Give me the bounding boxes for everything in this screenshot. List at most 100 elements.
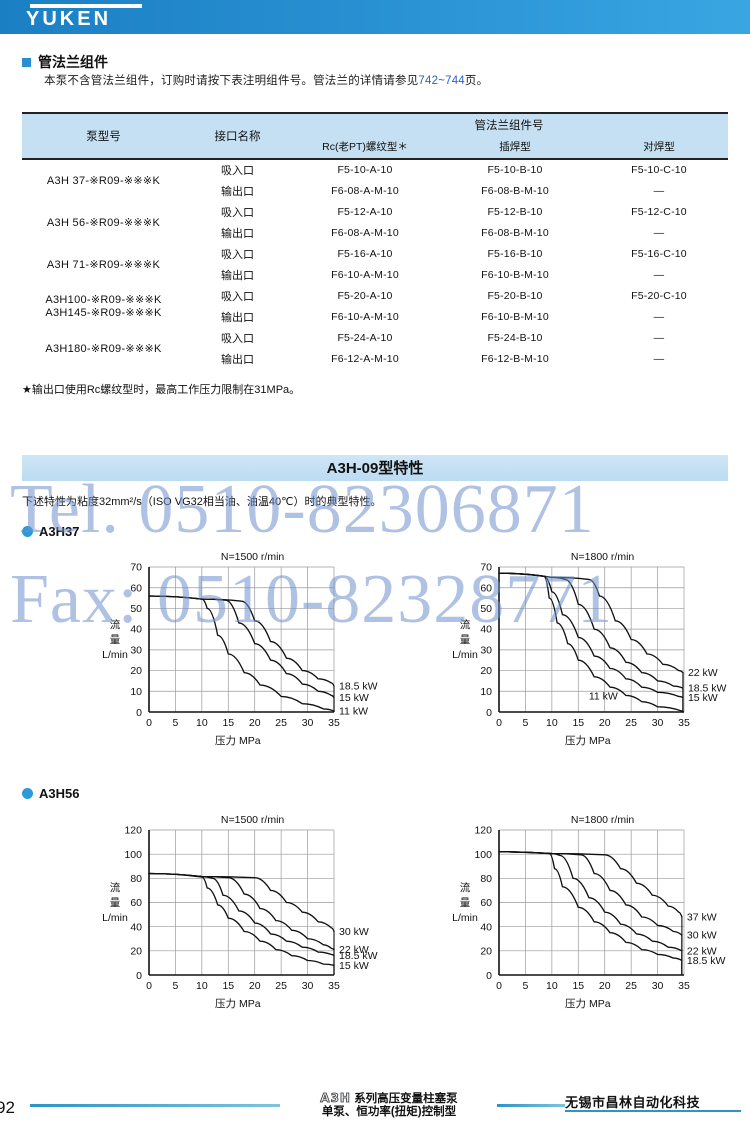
svg-text:25: 25 <box>275 980 287 992</box>
svg-text:0: 0 <box>486 707 492 719</box>
svg-text:22 kW: 22 kW <box>688 667 718 679</box>
cell-value: F6-08-A-M-10 <box>331 226 399 239</box>
cell-port: 输出口 <box>221 269 254 282</box>
svg-text:20: 20 <box>480 945 492 957</box>
header-sub-rc-thread: Rc(老PT)螺纹型＊ <box>290 135 440 159</box>
cell-port: 输出口 <box>221 353 254 366</box>
cell-value: F6-08-B-M-10 <box>481 184 549 197</box>
cell-value: F5-20-A-10 <box>337 289 393 302</box>
cell-port: 吸入口 <box>221 332 254 345</box>
cell-model: A3H180-※R09-※※※K <box>45 342 162 355</box>
svg-text:0: 0 <box>496 980 502 992</box>
svg-text:50: 50 <box>130 603 142 615</box>
cell-value: F5-24-A-10 <box>337 331 393 344</box>
svg-text:35: 35 <box>328 980 340 992</box>
cell-value: — <box>653 310 665 323</box>
svg-text:50: 50 <box>480 603 492 615</box>
svg-text:18.5 kW: 18.5 kW <box>339 950 378 962</box>
svg-text:5: 5 <box>173 717 179 729</box>
svg-text:L/min: L/min <box>452 912 478 924</box>
footer-logo-line2: 单泵、恒功率(扭矩)控制型 <box>321 1106 457 1118</box>
chart-svg: 0 5 10 15 20 25 30 35 0 20 40 60 80 100 120 N=1500 r/mi… <box>102 814 378 1010</box>
cell-value: F6-10-A-M-10 <box>331 268 399 281</box>
cell-value: F6-10-B-M-10 <box>481 268 549 281</box>
svg-text:25: 25 <box>275 717 287 729</box>
header-port: 接口名称 <box>185 112 290 159</box>
section-subtitle: 本泵不含管法兰组件，订购时请按下表注明组件号。管法兰的详情请参见742~744页… <box>44 72 488 88</box>
cell-value: F5-10-A-10 <box>290 158 440 180</box>
svg-text:22 kW: 22 kW <box>339 944 369 956</box>
svg-text:40: 40 <box>130 624 142 636</box>
svg-text:60: 60 <box>130 582 142 594</box>
svg-text:10: 10 <box>196 980 208 992</box>
svg-text:60: 60 <box>480 897 492 909</box>
cell-port: 吸入口 <box>221 290 254 303</box>
section-heading: 管法兰组件 <box>22 52 108 72</box>
svg-text:5: 5 <box>173 980 179 992</box>
svg-text:25: 25 <box>625 980 637 992</box>
cell-value: F5-10-C-10 <box>590 158 728 180</box>
brand-logo-text: YUKEN <box>26 8 112 30</box>
cell-value: — <box>653 226 665 239</box>
cell-value: F6-12-A-M-10 <box>331 352 399 365</box>
svg-text:37 kW: 37 kW <box>687 912 717 924</box>
svg-text:流: 流 <box>460 618 471 631</box>
svg-text:35: 35 <box>678 980 690 992</box>
chart-a3h56-1500: 0 5 10 15 20 25 30 35 0 20 40 60 80 100 120 N=1500 r/mi… <box>85 808 426 1019</box>
svg-text:量: 量 <box>110 897 121 909</box>
cell-model-second: A3H145-※R09-※※※K <box>45 307 162 319</box>
svg-text:40: 40 <box>480 921 492 933</box>
svg-text:20: 20 <box>599 717 611 729</box>
svg-text:20: 20 <box>599 980 611 992</box>
svg-text:18.5 kW: 18.5 kW <box>688 683 727 695</box>
section-subtitle-after: 页。 <box>464 75 489 87</box>
cell-value: F6-10-A-M-10 <box>331 310 399 323</box>
cell-model: A3H100-※R09-※※※K <box>45 294 162 306</box>
characteristics-band: A3H-09型特性 <box>22 455 728 483</box>
svg-text:压力 MPa: 压力 MPa <box>565 734 611 747</box>
header-group: 管法兰组件号 <box>290 112 728 135</box>
characteristics-note: 下述特性为粘度32mm²/s（ISO VG32相当油、油温40℃）时的典型特性。 <box>22 496 382 508</box>
cell-port: 输出口 <box>221 311 254 324</box>
table-row: A3H 56-※R09-※※※K 吸入口 F5-12-A-10 F5-12-B-… <box>22 201 728 229</box>
page-number: 92 <box>0 1098 15 1117</box>
svg-text:80: 80 <box>130 873 142 885</box>
svg-text:15: 15 <box>572 980 584 992</box>
svg-text:120: 120 <box>124 825 142 837</box>
cell-value: — <box>653 268 665 281</box>
svg-text:70: 70 <box>130 562 142 574</box>
chart-svg: 0 5 10 15 20 25 30 35 0 10 20 30 40 50 60 70 N=1800 r/mi… <box>452 551 727 747</box>
svg-text:0: 0 <box>136 707 142 719</box>
chart-a3h37-1500: 0 5 10 15 20 25 30 35 0 10 20 30 40 50 60 70 N=1500 r/mi… <box>85 545 426 756</box>
cell-value: F6-12-B-M-10 <box>481 352 549 365</box>
svg-text:40: 40 <box>130 921 142 933</box>
svg-text:30: 30 <box>652 717 664 729</box>
svg-text:30 kW: 30 kW <box>339 926 369 938</box>
svg-text:30 kW: 30 kW <box>687 930 717 942</box>
table-row: A3H 71-※R09-※※※K 吸入口 F5-16-A-10 F5-16-B-… <box>22 243 728 271</box>
svg-text:15: 15 <box>572 717 584 729</box>
footer-company-name: 无锡市昌林自动化科技 <box>565 1095 701 1110</box>
svg-text:20: 20 <box>249 980 261 992</box>
svg-text:5: 5 <box>523 717 529 729</box>
svg-text:30: 30 <box>652 980 664 992</box>
svg-text:0: 0 <box>496 717 502 729</box>
table-row: 输出口 F6-08-A-M-10 F6-08-B-M-10 — <box>22 180 728 201</box>
svg-text:25: 25 <box>625 717 637 729</box>
svg-text:80: 80 <box>480 873 492 885</box>
svg-text:60: 60 <box>480 582 492 594</box>
table-row: 输出口 F6-10-A-M-10 F6-10-B-M-10 — <box>22 264 728 285</box>
svg-text:11 kW: 11 kW <box>589 691 618 703</box>
table-header-row-1: 泵型号 接口名称 管法兰组件号 <box>22 112 728 159</box>
page-reference-link[interactable]: 742~744 <box>418 75 465 87</box>
svg-text:11 kW: 11 kW <box>339 705 368 717</box>
footer-company-rule <box>565 1110 741 1112</box>
cell-value: F5-12-A-10 <box>337 205 393 218</box>
table-footnote: ★输出口使用Rc螺纹型时，最高工作压力限制在31MPa。 <box>22 384 301 396</box>
header-model: 泵型号 <box>22 112 185 159</box>
cell-value: F6-10-B-M-10 <box>481 310 549 323</box>
svg-text:流: 流 <box>110 881 121 894</box>
cell-model: A3H 56-※R09-※※※K <box>46 216 161 229</box>
svg-text:60: 60 <box>130 897 142 909</box>
svg-text:15 kW: 15 kW <box>339 692 369 704</box>
